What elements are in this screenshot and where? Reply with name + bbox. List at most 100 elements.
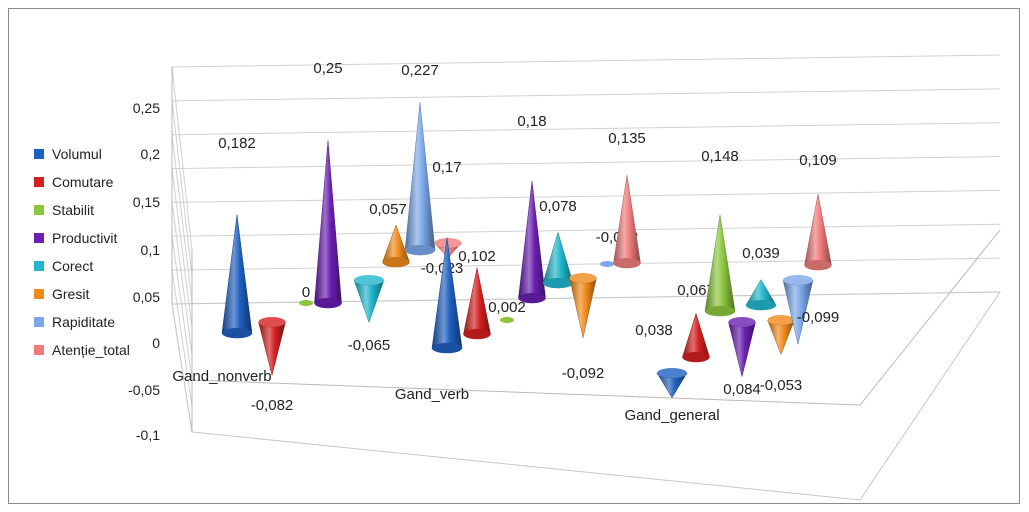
cone-base: [705, 306, 735, 316]
legend-swatch-rapiditate: [34, 317, 44, 327]
gridline: [171, 257, 1001, 271]
legend-label: Atenție_total: [52, 342, 130, 358]
data-label: -0,023: [421, 260, 464, 277]
data-label: -0,082: [251, 397, 294, 414]
y-tick-label: -0,05: [128, 382, 160, 398]
cone-stabilit-gand_nonverb: [299, 300, 313, 306]
legend-swatch-stabilit: [34, 205, 44, 215]
y-tick-label: 0,05: [133, 289, 160, 305]
cone-comutare-gand_verb: [463, 267, 491, 340]
side-gridline: [171, 202, 193, 355]
data-label: 0,25: [313, 60, 342, 77]
cone-stabilit-gand_verb: [500, 317, 514, 323]
category-label: Gand_verb: [395, 386, 469, 403]
cone-gresit-gand_general: [767, 319, 795, 356]
data-label: 0,109: [799, 152, 837, 169]
cone-volumul-gand_nonverb: [221, 214, 253, 339]
data-label: 0,148: [701, 148, 739, 165]
data-label: 0,038: [635, 322, 673, 339]
data-label: 0,182: [218, 135, 256, 152]
data-label: 0,135: [608, 130, 646, 147]
legend-swatch-atenție_total: [34, 345, 44, 355]
data-label: 0,002: [488, 299, 526, 316]
zero-line-front: [191, 379, 861, 406]
data-label: -0,053: [760, 377, 803, 394]
category-label: Gand_nonverb: [172, 368, 271, 385]
cone-rapiditate-gand_verb: [600, 261, 614, 267]
cone-base: [767, 315, 795, 325]
gridline: [171, 122, 1001, 136]
cone-base: [657, 368, 687, 378]
side-gridline: [171, 100, 193, 277]
gridline: [171, 189, 1001, 203]
gridline: [171, 156, 1001, 170]
data-label: 0,057: [369, 201, 407, 218]
legend-swatch-corect: [34, 261, 44, 271]
legend-label: Gresit: [52, 286, 89, 302]
cone-base: [728, 317, 756, 327]
cone-base: [543, 278, 573, 288]
cone-base: [518, 293, 546, 303]
data-label: 0,17: [432, 159, 461, 176]
cone-gresit-gand_verb: [569, 277, 597, 338]
y-tick-label: 0: [152, 335, 160, 351]
cone-base: [783, 275, 813, 285]
gridline: [171, 223, 1001, 237]
cone-productivit-gand_general: [728, 321, 756, 377]
side-gridline: [171, 236, 193, 381]
cone-base: [613, 258, 641, 268]
side-gridline: [171, 134, 193, 303]
cone-productivit-gand_nonverb: [314, 140, 342, 309]
data-label: -0,092: [562, 365, 605, 382]
cone-base: [222, 328, 252, 338]
legend-label: Volumul: [52, 146, 102, 162]
side-gridline: [171, 168, 193, 329]
cone-base: [354, 275, 384, 285]
legend-label: Corect: [52, 258, 93, 274]
y-tick-label: -0,1: [136, 427, 160, 443]
data-label: 0,078: [539, 198, 577, 215]
data-label: -0,065: [348, 337, 391, 354]
y-tick-label: 0,1: [141, 242, 161, 258]
data-label: 0,084: [723, 381, 761, 398]
legend-label: Rapiditate: [52, 314, 115, 330]
y-tick-label: 0,25: [133, 100, 160, 116]
cone-base: [314, 298, 342, 308]
cone-base: [434, 238, 462, 248]
side-gridline: [171, 66, 193, 251]
legend-swatch-comutare: [34, 177, 44, 187]
data-label: 0,18: [517, 113, 546, 130]
cone-base: [258, 317, 286, 327]
zero-line-right: [859, 229, 1001, 406]
legend-swatch-productivit: [34, 233, 44, 243]
legend-label: Productivit: [52, 230, 117, 246]
data-label: 0: [302, 284, 310, 301]
data-label: 0,039: [742, 245, 780, 262]
cone-base: [463, 329, 491, 339]
floor-outline: [171, 291, 1001, 501]
cone-rapiditate-gand_nonverb: [404, 102, 436, 256]
data-label: 0,102: [458, 248, 496, 265]
cone-atenție_total-gand_general: [804, 194, 832, 271]
legend-swatch-gresit: [34, 289, 44, 299]
cone-base: [382, 257, 410, 267]
gridline: [171, 88, 1001, 102]
data-label: 0,067: [677, 282, 715, 299]
cone-base: [746, 300, 776, 310]
legend-label: Stabilit: [52, 202, 94, 218]
cone-base: [569, 273, 597, 283]
cone-base: [405, 245, 435, 255]
legend-swatch-volumul: [34, 149, 44, 159]
cone-base: [682, 352, 710, 362]
cone-stabilit-gand_general: [704, 214, 736, 317]
side-gridline: [171, 270, 193, 407]
gridline: [171, 54, 1001, 68]
cone-base: [804, 260, 832, 270]
legend-label: Comutare: [52, 174, 114, 190]
cone-atenție_total-gand_verb: [613, 175, 641, 269]
data-label: 0,227: [401, 62, 439, 79]
cone-base: [432, 343, 462, 353]
y-tick-label: 0,15: [133, 194, 160, 210]
category-label: Gand_general: [624, 407, 719, 424]
